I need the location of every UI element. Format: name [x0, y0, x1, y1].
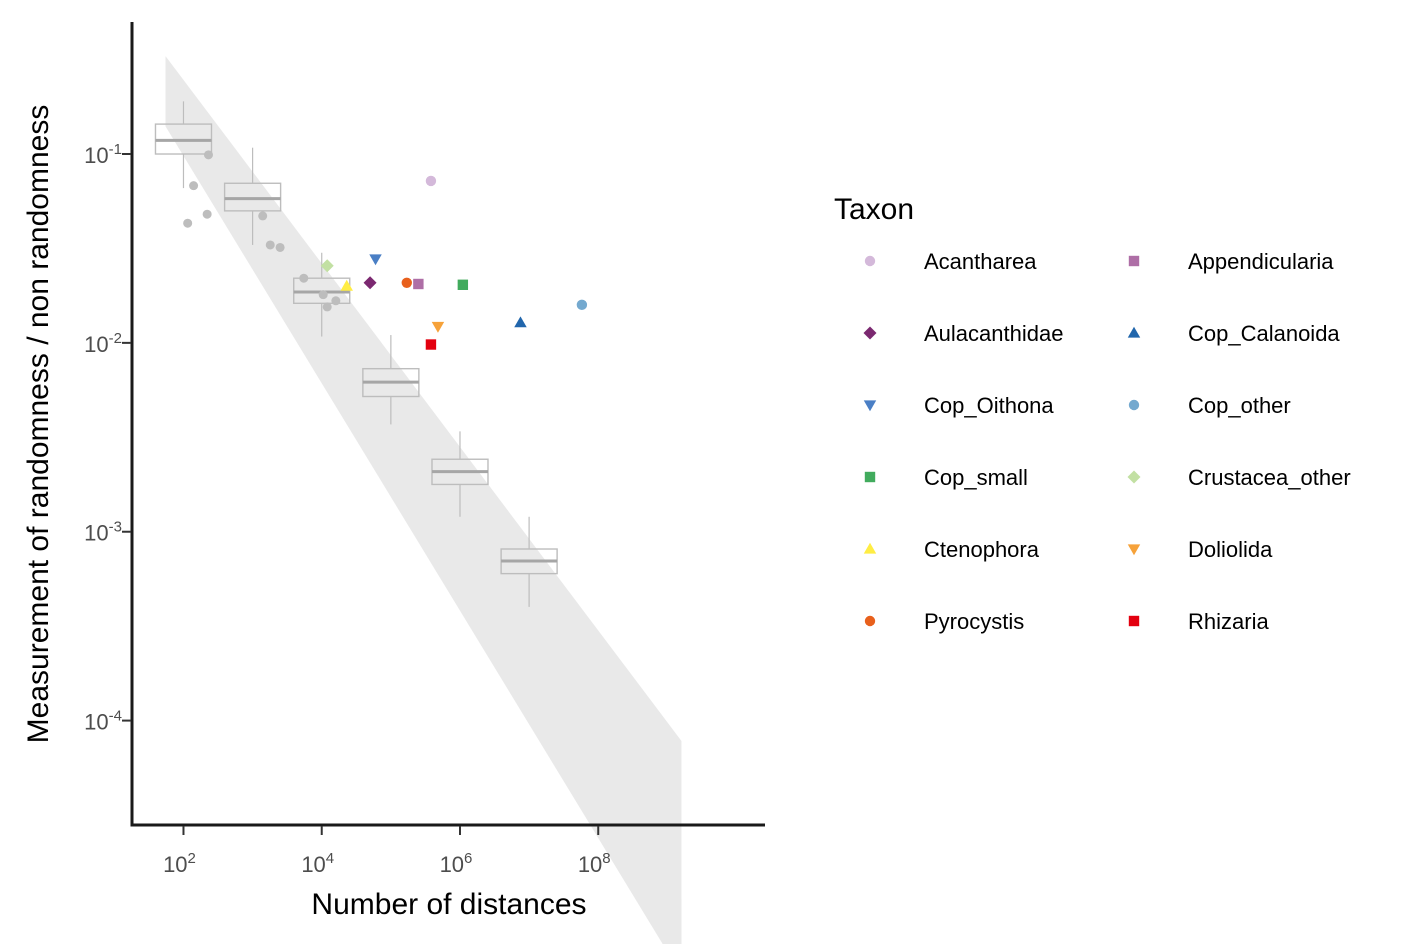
legend-item: Appendicularia	[1128, 249, 1334, 274]
x-tick-exponent: 2	[188, 850, 196, 867]
legend-label: Rhizaria	[1188, 609, 1269, 634]
legend-item: Doliolida	[1127, 537, 1273, 562]
legend-label: Doliolida	[1188, 537, 1273, 562]
legend-label: Cop_Calanoida	[1188, 321, 1340, 346]
boxplot	[223, 147, 282, 245]
legend-label: Ctenophora	[924, 537, 1040, 562]
y-axis-title: Measurement of randomness / non randomne…	[22, 105, 55, 744]
legend-key	[1128, 255, 1140, 267]
grey-point	[265, 240, 275, 250]
point-cop-oithona	[369, 254, 382, 266]
point-crustacea-other	[320, 259, 334, 273]
x-tick-base: 10	[163, 852, 187, 877]
legend-key	[1128, 615, 1140, 627]
point-aulacanthidae	[363, 276, 377, 290]
x-tick-exponent: 8	[602, 850, 610, 867]
grey-point	[183, 218, 193, 228]
x-tick-base: 10	[301, 852, 325, 877]
boxplot	[362, 335, 420, 425]
y-tick-base: 10	[84, 332, 108, 357]
x-tick-label: 104	[301, 850, 334, 877]
grey-point	[202, 209, 212, 219]
legend-key	[863, 542, 877, 554]
legend-item: Pyrocystis	[864, 609, 1024, 634]
x-tick-label: 108	[578, 850, 611, 877]
x-tick-label: 102	[163, 850, 196, 877]
grey-point	[331, 296, 341, 306]
legend-label: Aulacanthidae	[924, 321, 1063, 346]
y-tick-label: 10-3	[84, 519, 122, 546]
legend-key	[864, 471, 876, 483]
legend-item: Cop_Calanoida	[1127, 321, 1340, 346]
y-tick-label: 10-4	[84, 708, 122, 735]
legend-item: Cop_other	[1128, 393, 1291, 418]
x-tick-label: 106	[440, 850, 473, 877]
legend-key	[1127, 470, 1141, 484]
point-rhizaria	[425, 339, 437, 350]
x-tick-base: 10	[578, 852, 602, 877]
legend-item: Acantharea	[864, 249, 1037, 274]
legend-key	[864, 615, 876, 627]
legend: Taxon Acantharea Appendicularia Aulacanthi…	[834, 193, 1351, 634]
y-tick-base: 10	[84, 710, 108, 735]
legend-label: Pyrocystis	[924, 609, 1024, 634]
boxplot	[154, 101, 213, 189]
legend-label: Cop_other	[1188, 393, 1291, 418]
grey-point	[258, 211, 268, 221]
legend-item: Aulacanthidae	[863, 321, 1063, 346]
grey-point	[203, 150, 213, 160]
grey-point	[299, 273, 309, 283]
legend-label: Cop_Oithona	[924, 393, 1054, 418]
grey-point	[189, 181, 199, 191]
legend-key	[1127, 544, 1141, 556]
point-cop-small	[457, 279, 469, 290]
legend-label: Cop_small	[924, 465, 1028, 490]
boxplot-box	[223, 182, 282, 212]
legend-item: Rhizaria	[1128, 609, 1269, 634]
legend-item: Cop_Oithona	[863, 393, 1054, 418]
grey-point	[322, 302, 332, 312]
y-tick-exponent: -4	[109, 708, 122, 725]
y-tick-base: 10	[84, 143, 108, 168]
grey-point	[275, 242, 285, 252]
legend-item: Crustacea_other	[1127, 465, 1351, 490]
legend-label: Appendicularia	[1188, 249, 1334, 274]
y-tick-exponent: -1	[109, 141, 122, 158]
boxplot	[431, 431, 489, 517]
legend-label: Crustacea_other	[1188, 465, 1351, 490]
point-appendicularia	[413, 278, 424, 290]
boxplot	[500, 516, 558, 607]
legend-key	[864, 255, 876, 267]
legend-item: Cop_small	[864, 465, 1028, 490]
x-tick-base: 10	[440, 852, 464, 877]
legend-key	[1128, 399, 1140, 411]
x-axis-title: Number of distances	[311, 888, 586, 921]
point-cop-calanoida	[514, 316, 527, 328]
legend-key	[863, 400, 877, 412]
axes	[130, 22, 765, 827]
point-doliolida	[431, 321, 445, 333]
point-ctenophora	[340, 279, 353, 291]
point-cop-other	[576, 299, 588, 311]
point-pyrocystis	[401, 277, 412, 288]
y-tick-exponent: -3	[109, 519, 122, 536]
plot-area	[154, 56, 682, 944]
legend-label: Acantharea	[924, 249, 1037, 274]
x-tick-exponent: 6	[464, 850, 472, 867]
y-tick-exponent: -2	[109, 330, 122, 347]
point-acantharea	[425, 175, 437, 187]
y-tick-label: 10-1	[84, 141, 122, 168]
y-tick-label: 10-2	[84, 330, 122, 357]
legend-title: Taxon	[834, 193, 914, 226]
confidence-ribbon	[165, 56, 682, 944]
legend-item: Ctenophora	[863, 537, 1040, 562]
legend-key	[1127, 326, 1141, 338]
legend-key	[863, 326, 877, 340]
x-tick-exponent: 4	[326, 850, 334, 867]
grey-point	[318, 290, 328, 300]
y-tick-base: 10	[84, 521, 108, 546]
